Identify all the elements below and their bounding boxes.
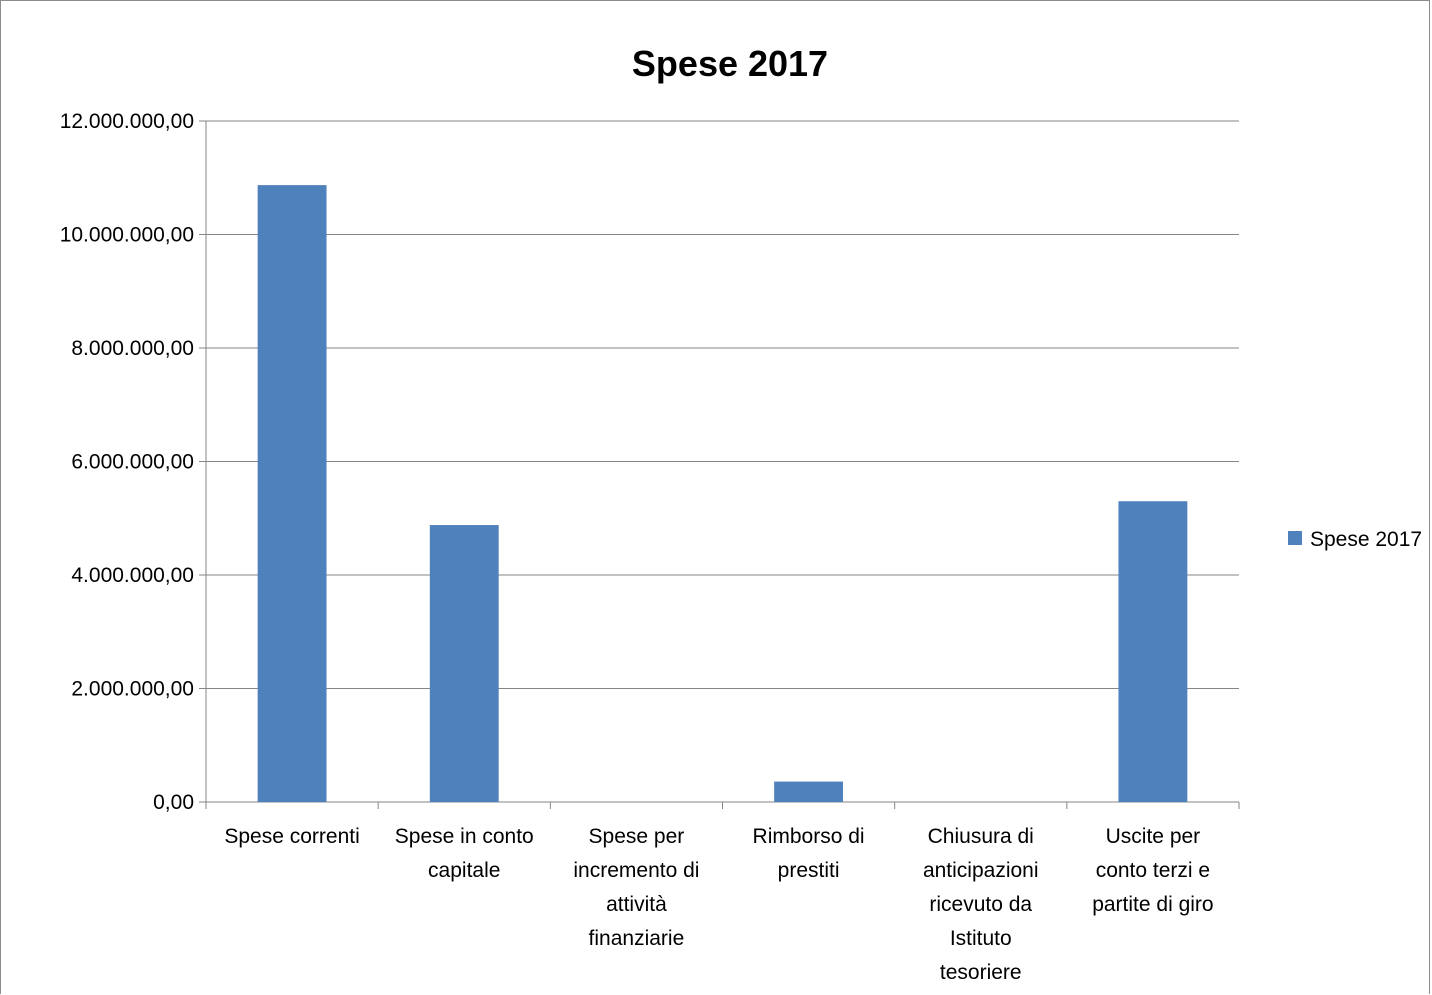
y-tick-label: 0,00 <box>153 791 194 814</box>
legend-label: Spese 2017 <box>1310 528 1422 551</box>
x-category-label: Chiusura di anticipazioni ricevuto da Istit… <box>923 825 1039 984</box>
x-category-label: Rimborso di prestiti <box>753 825 865 882</box>
x-category-label: Spese in conto capitale <box>395 825 534 882</box>
bar <box>257 185 327 802</box>
y-tick-label: 6.000.000,00 <box>71 451 194 474</box>
y-tick-label: 2.000.000,00 <box>71 678 194 701</box>
gridlines <box>199 120 1239 803</box>
y-axis-tick-labels: 0,00 2.000.000,00 4.000.000,00 6.000.000,00… <box>60 110 194 814</box>
y-tick-label: 8.000.000,00 <box>71 337 194 360</box>
bar <box>429 525 499 802</box>
legend: Spese 2017 <box>1288 528 1422 551</box>
y-tick-label: 12.000.000,00 <box>60 110 194 133</box>
axes <box>205 121 1240 809</box>
y-tick-label: 10.000.000,00 <box>60 224 194 247</box>
x-category-label: Uscite per conto terzi e partite di giro <box>1092 825 1213 916</box>
bar <box>1118 501 1188 802</box>
x-category-label: Spese per incremento di attività finanziari… <box>573 825 699 950</box>
y-tick-label: 4.000.000,00 <box>71 564 194 587</box>
chart-title: Spese 2017 <box>632 43 828 84</box>
x-axis-category-labels: Spese correnti Spese in conto capitale Spes… <box>224 825 1213 984</box>
bar <box>774 781 844 802</box>
legend-swatch <box>1288 531 1302 545</box>
bars <box>257 185 1188 802</box>
x-category-label: Spese correnti <box>224 825 359 848</box>
